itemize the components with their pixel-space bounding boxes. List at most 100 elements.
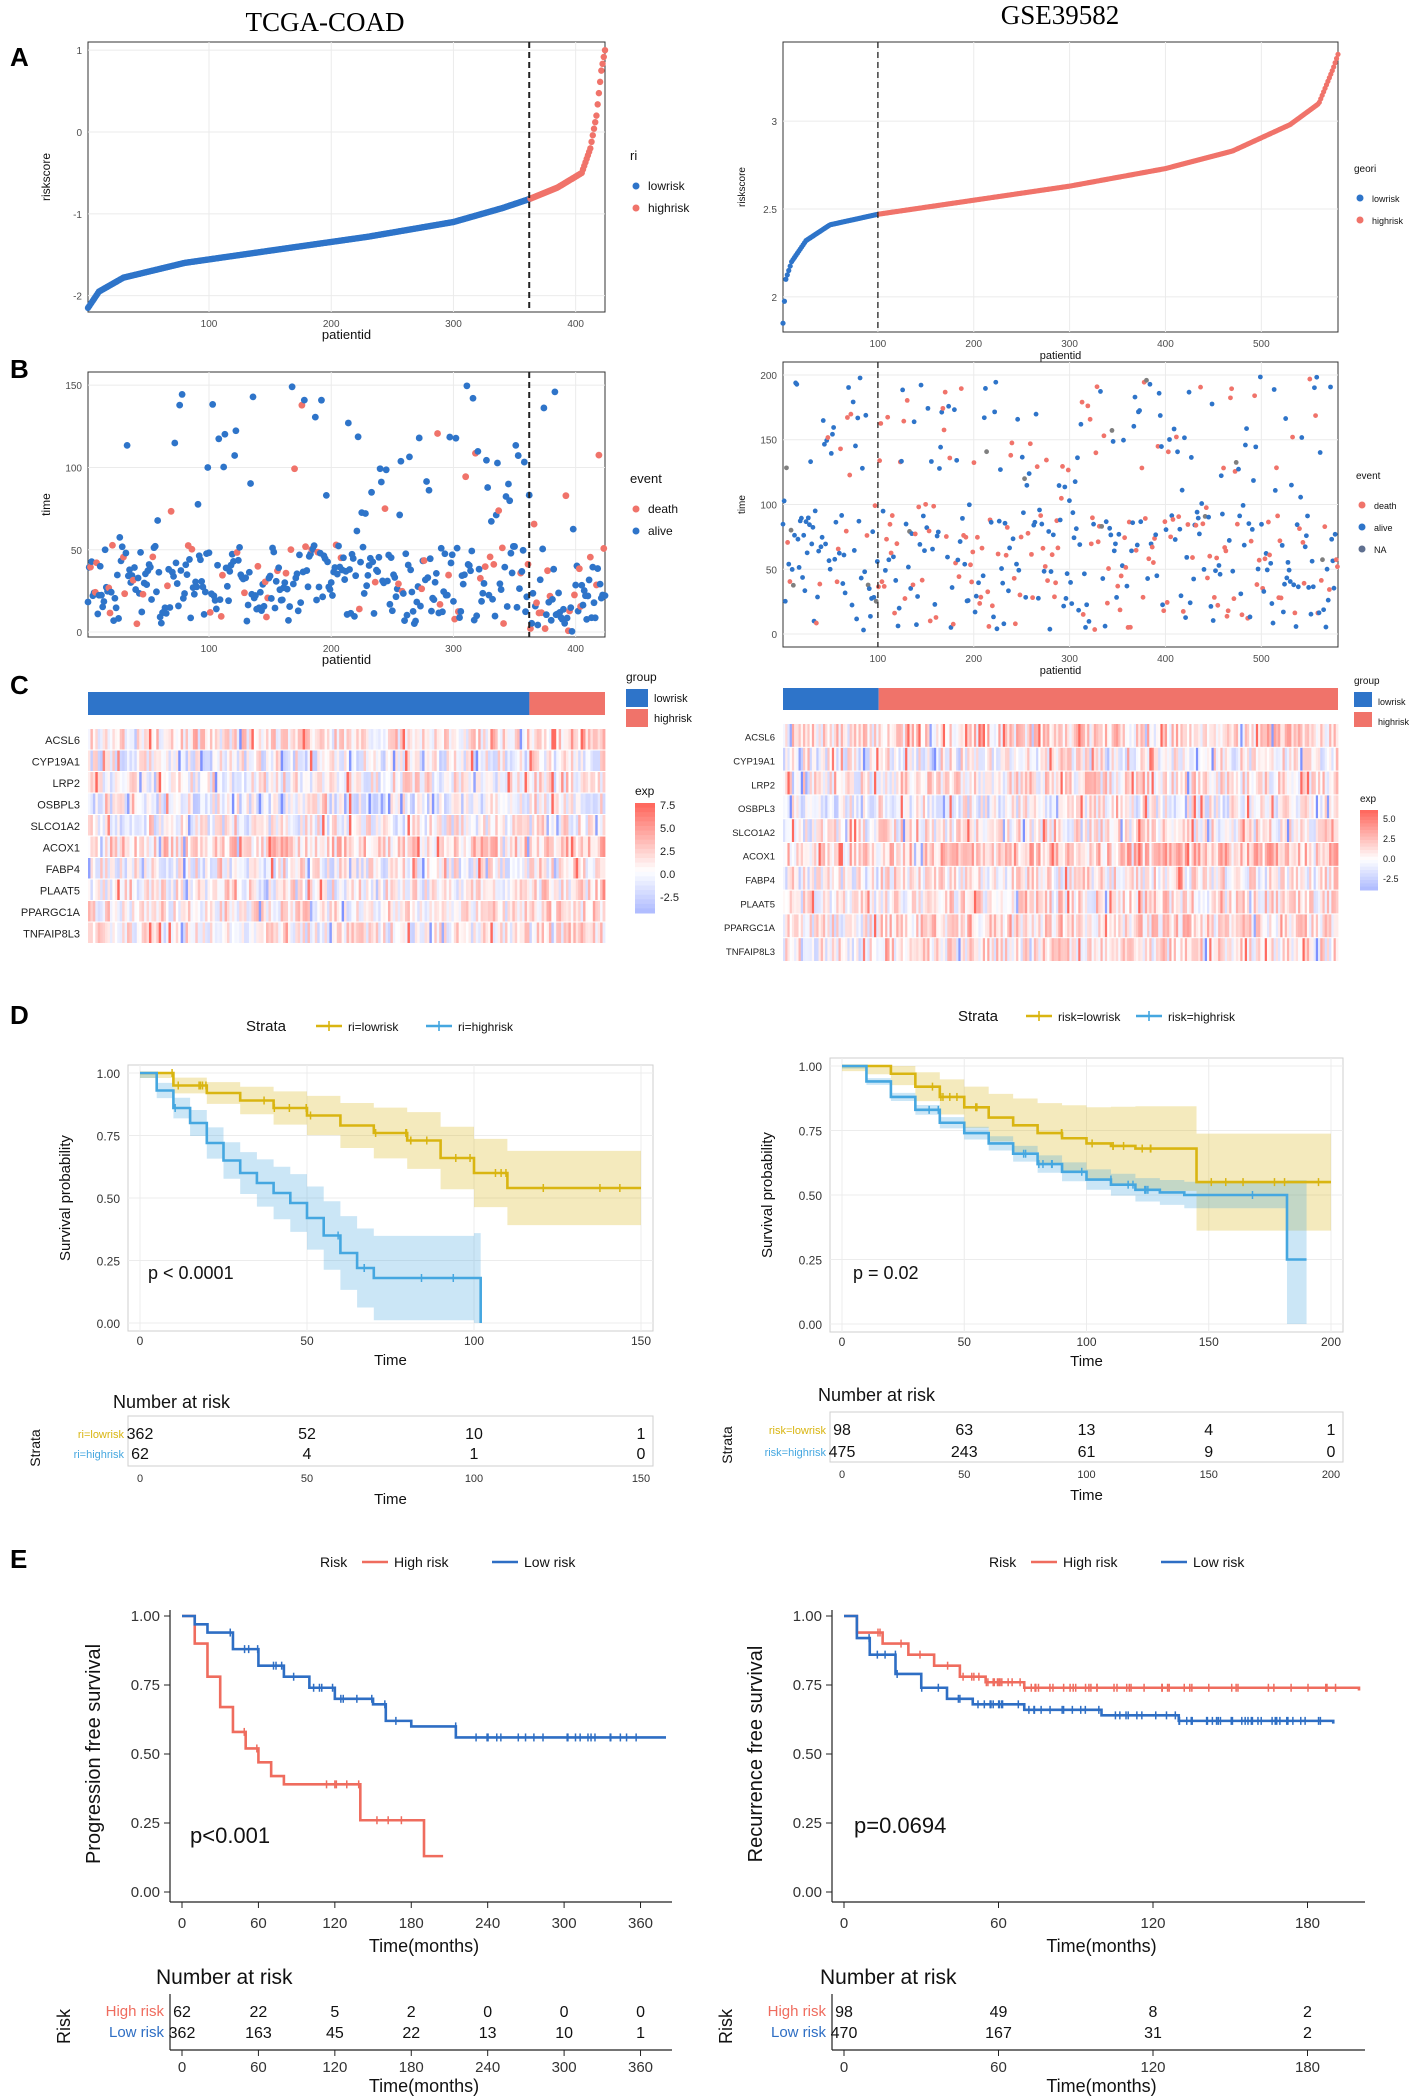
C-left-heat-cell xyxy=(314,772,318,793)
C-left-heat-cell xyxy=(400,836,403,857)
C-right-heat-cell xyxy=(938,771,942,795)
C-left-heat-cell xyxy=(524,879,528,900)
C-left-heat-cell xyxy=(407,793,411,814)
C-right-heat-cell xyxy=(905,795,908,819)
C-left-heat-cell xyxy=(297,750,301,771)
C-left-heat-cell xyxy=(402,750,406,771)
C-right-heat-cell xyxy=(1184,771,1188,795)
B-right-point xyxy=(849,602,855,608)
C-left-heat-cell xyxy=(178,729,182,750)
C-left-heat-cell xyxy=(522,750,525,771)
B-left-point xyxy=(173,580,181,587)
B-left-point xyxy=(487,517,495,525)
B-right-point xyxy=(1017,592,1023,598)
B-right-point xyxy=(885,414,891,420)
C-right-heat-cell xyxy=(1178,771,1181,795)
B-right-point xyxy=(1085,403,1091,409)
C-left-heat-cell xyxy=(448,750,452,771)
C-left-heat-cell xyxy=(480,750,484,771)
C-left-heat-cell xyxy=(266,858,269,879)
B-left-point xyxy=(381,505,389,513)
C-right-heat-cell xyxy=(1133,795,1137,819)
C-left-heat-cell xyxy=(356,901,360,922)
C-left-heat-cell xyxy=(314,879,318,900)
C-left-heat-cell xyxy=(334,772,338,793)
C-right-heat-cell xyxy=(800,724,804,747)
C-left-heat-cell xyxy=(356,815,360,836)
C-right-heat-cell xyxy=(1295,771,1299,795)
C-left-heat-cell xyxy=(524,836,528,857)
C-left-heat-cell xyxy=(180,901,184,922)
B-left-point xyxy=(171,439,179,447)
C-right-heat-cell xyxy=(1311,771,1314,795)
C-right-heat-cell xyxy=(858,795,862,819)
C-left-heat-cell xyxy=(458,836,462,857)
C-left-heat-cell xyxy=(514,815,518,836)
C-left-heat-cell xyxy=(127,729,130,750)
C-left-heat-cell xyxy=(434,922,438,943)
C-left-heat-cell xyxy=(600,836,603,857)
C-right-heat-cell xyxy=(854,747,857,771)
C-left-heat-cell xyxy=(134,879,138,900)
C-left-heat-cell xyxy=(251,729,255,750)
C-left-heat-cell xyxy=(539,750,542,771)
B-right-point xyxy=(1229,386,1235,392)
B-left-point xyxy=(304,583,312,591)
B-right-point xyxy=(1175,449,1180,455)
C-left-heat-cell xyxy=(339,836,343,857)
B-right-point xyxy=(795,536,801,542)
C-left-heat-cell xyxy=(397,836,401,857)
B-right-point xyxy=(832,556,838,562)
C-left-heat-cell xyxy=(175,836,179,857)
C-left-heat-cell xyxy=(136,879,140,900)
C-right-heat-cell xyxy=(971,724,975,747)
C-left-heat-cell xyxy=(90,879,94,900)
B-right-point xyxy=(864,533,870,538)
B-right-point xyxy=(1331,585,1337,591)
C-right-heat-cell xyxy=(882,724,886,747)
B-left-point xyxy=(495,507,503,515)
C-left-heat-cell xyxy=(122,922,125,943)
C-right-heat-cell xyxy=(1278,747,1281,771)
C-left-heat-cell xyxy=(509,772,513,793)
B-right-point xyxy=(985,589,991,595)
C-left-heat-cell xyxy=(519,922,523,943)
C-left-heat-cell xyxy=(97,858,101,879)
C-right-heat-cell xyxy=(1255,771,1259,795)
C-left-heat-cell xyxy=(490,772,494,793)
C-left-heat-cell xyxy=(97,922,101,943)
C-right-heat-cell xyxy=(1260,771,1263,795)
C-left-heat-cell xyxy=(456,901,460,922)
C-left-heat-cell xyxy=(195,772,199,793)
C-right-heat-cell xyxy=(1175,724,1179,747)
C-right-heat-cell xyxy=(1082,747,1086,771)
C-left-heat-cell xyxy=(280,901,284,922)
C-right-heat-cell xyxy=(1264,795,1268,819)
C-left-heat-cell xyxy=(187,750,191,771)
C-right-heat-cell xyxy=(889,795,893,819)
C-left-heat-cell xyxy=(463,879,467,900)
C-right-heat-cell xyxy=(1255,724,1259,747)
C-left-heat-cell xyxy=(575,922,579,943)
B-right-point xyxy=(1323,624,1329,630)
C-left-heat-cell xyxy=(246,901,250,922)
B-left-point xyxy=(183,571,191,579)
C-left-heat-cell xyxy=(280,858,284,879)
C-right-heat-cell xyxy=(1195,724,1199,747)
panel-letter-d: D xyxy=(10,1000,29,1030)
C-right-heat-cell xyxy=(1291,795,1294,819)
C-left-heat-cell xyxy=(434,772,438,793)
C-right-heat-cell xyxy=(1084,724,1088,747)
C-right-heat-cell xyxy=(798,747,802,771)
C-left-heat-cell xyxy=(587,815,591,836)
C-right-heat-cell xyxy=(1096,724,1099,747)
B-right-point xyxy=(1173,434,1179,440)
C-left-heat-cell xyxy=(207,729,211,750)
C-left-heat-cell xyxy=(224,901,228,922)
C-right-heat-cell xyxy=(791,724,795,747)
C-right-heat-cell xyxy=(834,795,837,819)
C-left-heat-cell xyxy=(507,858,511,879)
B-left-point xyxy=(595,451,603,459)
C-left-heat-cell xyxy=(590,858,594,879)
